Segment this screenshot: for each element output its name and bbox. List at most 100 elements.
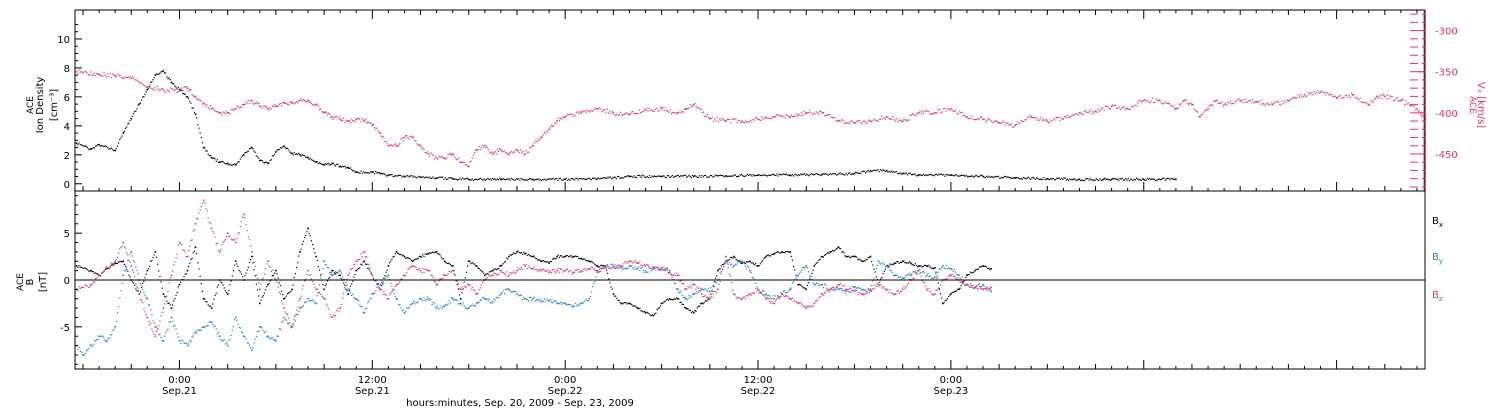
by-point [150,309,152,311]
by-point [587,300,589,302]
vx-point [594,107,596,109]
bz-point [453,273,455,275]
vx-point [1201,113,1203,116]
ion-density-point [881,170,883,172]
ion-density-point [283,145,285,147]
bz-point [445,274,447,277]
by-point [697,291,699,293]
bz-point [743,296,745,298]
ion-density-point [791,174,794,176]
ion-density-point [964,175,966,177]
vx-point [1139,100,1141,102]
ion-density-point [100,144,103,147]
ion-density-point [336,163,338,165]
bx-point [401,255,403,257]
bz-point [908,278,911,280]
bz-point [657,267,659,269]
bz-point [539,269,541,271]
ion-density-point [167,78,169,80]
ion-density-point [165,72,167,74]
bx-point [728,259,730,261]
vx-point [129,75,131,77]
by-point [953,268,955,271]
bz-point [158,325,160,327]
by-point [650,270,652,272]
by-point [413,300,415,303]
bx-point [625,302,627,304]
vx-point [1159,99,1161,102]
ion-density-point [803,173,806,175]
bz-point [262,277,264,279]
ion-density-point [681,175,683,177]
ion-density-point [365,172,367,174]
vx-point [84,70,86,72]
ion-density-point [1127,177,1129,180]
bz-point [253,261,255,263]
vx-point [540,136,542,139]
ion-density-point [776,173,778,175]
ion-density-point [919,173,921,176]
bz-point [822,294,825,296]
by-point [742,261,744,264]
vx-point [250,100,252,102]
by-point [765,293,767,295]
bx-point [578,257,580,260]
vx-point [312,104,314,106]
by-point [879,262,881,264]
vx-point [337,117,339,120]
bx-point [307,227,309,230]
vx-point [824,115,826,117]
vx-point [675,112,678,115]
by-point [877,260,880,263]
vx-point [442,157,445,160]
bz-point [171,270,174,272]
bx-point [486,272,488,275]
vx-point [932,113,935,115]
bx-point [650,315,652,317]
bx-point [217,284,220,286]
vx-point [260,106,262,108]
vx-point [787,115,789,117]
vx-point [1036,119,1039,121]
bz-point [597,271,600,273]
vx-point [98,73,100,75]
vx-point [1049,122,1051,124]
vx-point [908,119,910,121]
by-point [885,265,888,267]
by-point [561,303,563,305]
vx-point [149,84,151,86]
bx-point [771,253,773,255]
vx-point [1030,116,1033,118]
by-point [259,326,261,328]
by-point [855,286,857,288]
bz-point [749,293,751,295]
bz-point [734,294,736,296]
vx-point [461,162,463,164]
vx-point [809,110,811,112]
by-point [151,314,153,316]
bx-point [275,269,277,272]
bx-point [514,253,516,255]
ion-density-point [401,176,403,178]
vx-point [1035,117,1037,119]
by-point [409,304,411,306]
by-point [369,298,371,300]
ion-density-point [707,176,709,178]
bz-point [330,315,332,317]
ion-density-point [92,146,94,149]
by-point [642,270,644,272]
vx-point [75,70,78,73]
bz-point [422,268,424,270]
ion-density-point [641,174,644,176]
vx-point [277,105,279,107]
bx-point [880,278,882,280]
vx-point [850,121,852,123]
vx-point [159,90,161,92]
vx-point [1287,99,1290,102]
bx-point [487,273,489,275]
bx-point [945,299,947,301]
vx-point [1390,96,1392,98]
ion-density-point [478,178,481,180]
bz-point [574,269,577,271]
by-point [773,297,775,300]
